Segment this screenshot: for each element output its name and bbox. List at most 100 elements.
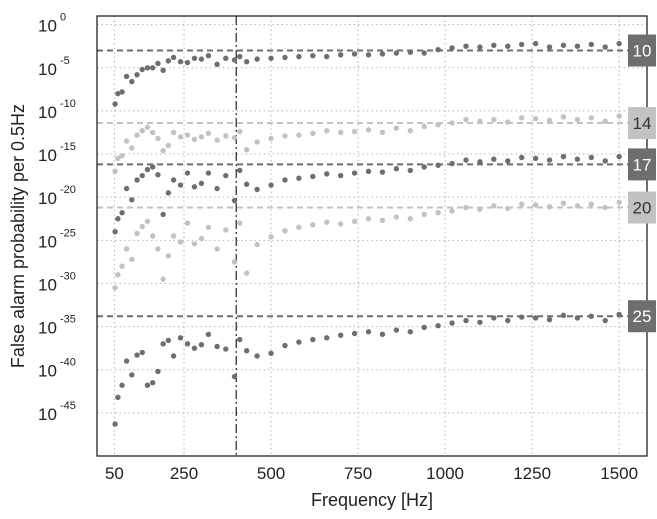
data-point-17 <box>379 169 386 175</box>
data-point-14 <box>268 135 274 142</box>
data-point-17 <box>214 185 220 192</box>
data-point-14 <box>282 133 288 139</box>
data-point-25 <box>144 382 151 388</box>
data-point-17 <box>435 162 441 168</box>
data-point-20 <box>365 216 372 222</box>
data-point-25 <box>184 341 191 347</box>
data-point-25 <box>407 329 413 335</box>
data-point-20 <box>324 219 330 225</box>
data-point-20 <box>574 203 581 209</box>
data-point-25 <box>324 335 330 341</box>
data-point-25 <box>214 343 220 350</box>
data-point-17 <box>574 156 581 162</box>
data-point-10 <box>170 54 177 61</box>
data-point-25 <box>546 316 553 323</box>
data-point-20 <box>184 220 191 226</box>
data-point-17 <box>407 167 413 174</box>
data-point-25 <box>393 327 400 333</box>
data-point-17 <box>144 166 151 173</box>
data-point-20 <box>602 204 608 211</box>
data-point-10 <box>351 51 358 57</box>
data-point-10 <box>149 65 156 71</box>
data-point-25 <box>139 349 145 356</box>
data-point-20 <box>165 253 172 259</box>
data-point-17 <box>505 158 511 164</box>
data-point-14 <box>214 137 220 143</box>
data-point-10 <box>237 53 243 60</box>
data-point-17 <box>491 156 497 162</box>
data-point-25 <box>177 335 184 341</box>
data-point-20 <box>337 221 344 227</box>
data-point-14 <box>243 147 250 153</box>
data-point-20 <box>243 270 250 276</box>
data-point-10 <box>324 53 330 60</box>
y-tick-label: 10 <box>38 103 57 122</box>
x-tick-label: 1000 <box>426 464 464 483</box>
data-point-17 <box>463 157 469 163</box>
data-point-10 <box>223 55 229 61</box>
data-point-14 <box>532 115 539 122</box>
data-point-20 <box>435 210 441 216</box>
y-tick-label: 10 <box>38 319 57 338</box>
data-point-14 <box>324 128 330 134</box>
data-point-14 <box>155 135 161 142</box>
data-point-17 <box>129 197 135 203</box>
data-point-20 <box>407 216 413 222</box>
x-tick-label: 500 <box>257 464 285 483</box>
data-point-10 <box>491 42 497 49</box>
data-point-10 <box>574 43 581 49</box>
data-point-10 <box>282 54 288 61</box>
series-badge-label: 14 <box>633 114 652 133</box>
data-point-20 <box>296 224 302 231</box>
data-point-17 <box>254 186 260 193</box>
data-point-20 <box>268 234 274 240</box>
data-point-10 <box>435 46 441 53</box>
y-tick-exponent: -10 <box>60 98 76 110</box>
data-point-17 <box>296 175 302 181</box>
data-point-14 <box>491 116 497 123</box>
data-point-14 <box>231 134 238 141</box>
y-tick-label: 10 <box>38 362 57 381</box>
data-point-14 <box>393 125 400 131</box>
data-point-14 <box>477 118 483 124</box>
data-point-14 <box>184 132 191 138</box>
data-point-10 <box>268 55 274 61</box>
data-point-17 <box>560 153 567 160</box>
y-tick-label: 10 <box>38 189 57 208</box>
data-point-20 <box>155 246 161 252</box>
data-point-25 <box>477 319 483 325</box>
data-point-10 <box>365 52 372 58</box>
data-point-25 <box>574 315 581 321</box>
data-point-25 <box>155 368 161 375</box>
data-point-17 <box>119 210 125 216</box>
y-tick-exponent: -25 <box>60 227 76 239</box>
data-point-14 <box>296 132 302 138</box>
y-tick-label: 10 <box>38 146 57 165</box>
data-point-17 <box>160 211 166 218</box>
data-point-25 <box>134 352 140 358</box>
y-tick-exponent: 0 <box>60 12 66 24</box>
data-point-17 <box>149 164 156 170</box>
data-point-14 <box>310 130 316 137</box>
data-point-10 <box>449 45 455 51</box>
data-point-14 <box>574 116 581 123</box>
data-point-10 <box>310 52 316 59</box>
data-point-17 <box>115 216 121 222</box>
data-point-20 <box>463 204 469 211</box>
data-point-17 <box>324 171 330 177</box>
data-point-14 <box>365 127 372 133</box>
threshold-lines <box>97 49 647 318</box>
data-point-14 <box>616 113 622 119</box>
data-point-20 <box>123 246 130 252</box>
data-point-17 <box>351 170 358 176</box>
data-point-14 <box>160 147 166 154</box>
data-point-14 <box>379 129 386 136</box>
data-point-17 <box>205 170 212 176</box>
x-tick-label: 1250 <box>513 464 551 483</box>
data-point-14 <box>198 134 205 140</box>
series-badge-label: 20 <box>633 199 652 218</box>
data-point-10 <box>296 53 302 60</box>
data-point-10 <box>214 61 220 68</box>
data-point-10 <box>518 41 525 48</box>
y-tick-exponent: -5 <box>60 55 70 67</box>
